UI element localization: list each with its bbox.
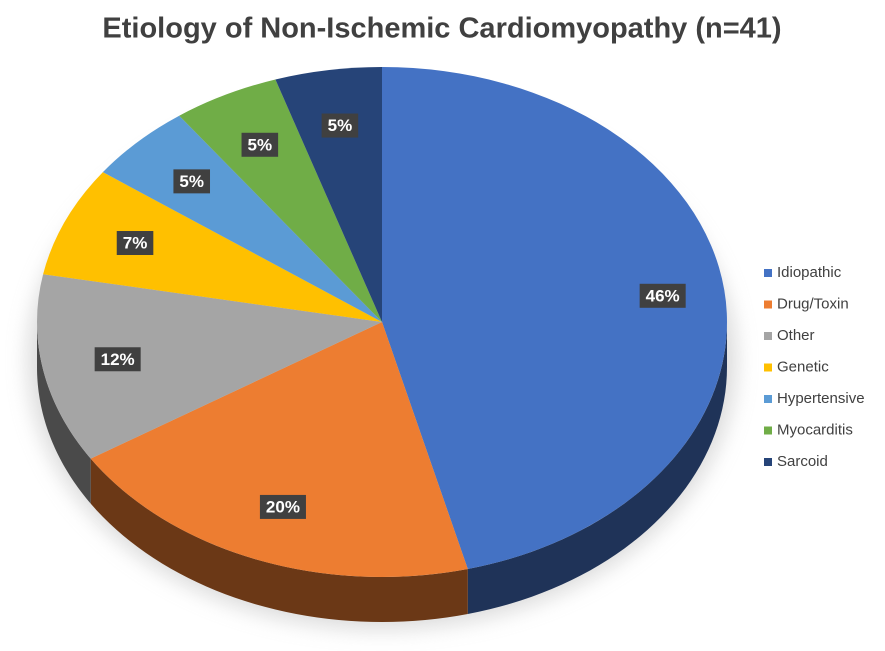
legend-label: Hypertensive bbox=[777, 390, 865, 407]
legend-swatch bbox=[764, 426, 772, 435]
legend-swatch bbox=[764, 458, 772, 466]
legend-swatch bbox=[764, 300, 772, 309]
legend-swatch bbox=[764, 269, 772, 277]
data-label: 20% bbox=[259, 494, 306, 519]
legend-label: Myocarditis bbox=[777, 421, 853, 438]
data-label: 5% bbox=[241, 132, 279, 157]
slice-side bbox=[467, 322, 727, 614]
legend-swatch bbox=[764, 395, 772, 403]
data-label-box bbox=[321, 113, 359, 138]
legend-label: Idiopathic bbox=[777, 264, 842, 281]
legend-label: Other bbox=[777, 327, 815, 344]
chart-title: Etiology of Non-Ischemic Cardiomyopathy … bbox=[102, 13, 781, 45]
data-label-text: 46% bbox=[646, 286, 680, 305]
data-label-box bbox=[241, 132, 279, 157]
slice bbox=[179, 79, 382, 322]
data-label-box bbox=[94, 347, 141, 372]
slice-side bbox=[90, 458, 468, 622]
data-label-box bbox=[639, 283, 686, 308]
legend-label: Drug/Toxin bbox=[777, 295, 849, 312]
data-label: 12% bbox=[94, 347, 141, 372]
data-label-box bbox=[116, 231, 154, 256]
data-label-text: 12% bbox=[101, 350, 135, 369]
slice bbox=[37, 274, 383, 459]
data-label-text: 5% bbox=[248, 135, 273, 154]
slice bbox=[382, 67, 728, 569]
data-label: 7% bbox=[116, 231, 154, 256]
data-label: 5% bbox=[173, 169, 211, 194]
slice bbox=[102, 115, 383, 322]
legend-swatch bbox=[764, 332, 772, 340]
data-label-box bbox=[173, 169, 211, 194]
legend-label: Sarcoid bbox=[777, 453, 828, 470]
slice-side bbox=[37, 322, 91, 504]
data-label-text: 5% bbox=[179, 172, 204, 191]
data-label-text: 20% bbox=[266, 497, 300, 516]
legend-swatch bbox=[764, 363, 772, 372]
data-label-text: 7% bbox=[123, 233, 148, 252]
slice bbox=[90, 322, 468, 577]
slice bbox=[43, 172, 382, 322]
data-label-box bbox=[259, 494, 306, 519]
data-label: 46% bbox=[639, 283, 686, 308]
data-label: 5% bbox=[321, 113, 359, 138]
data-label-text: 5% bbox=[328, 116, 353, 135]
legend-label: Genetic bbox=[777, 358, 829, 375]
